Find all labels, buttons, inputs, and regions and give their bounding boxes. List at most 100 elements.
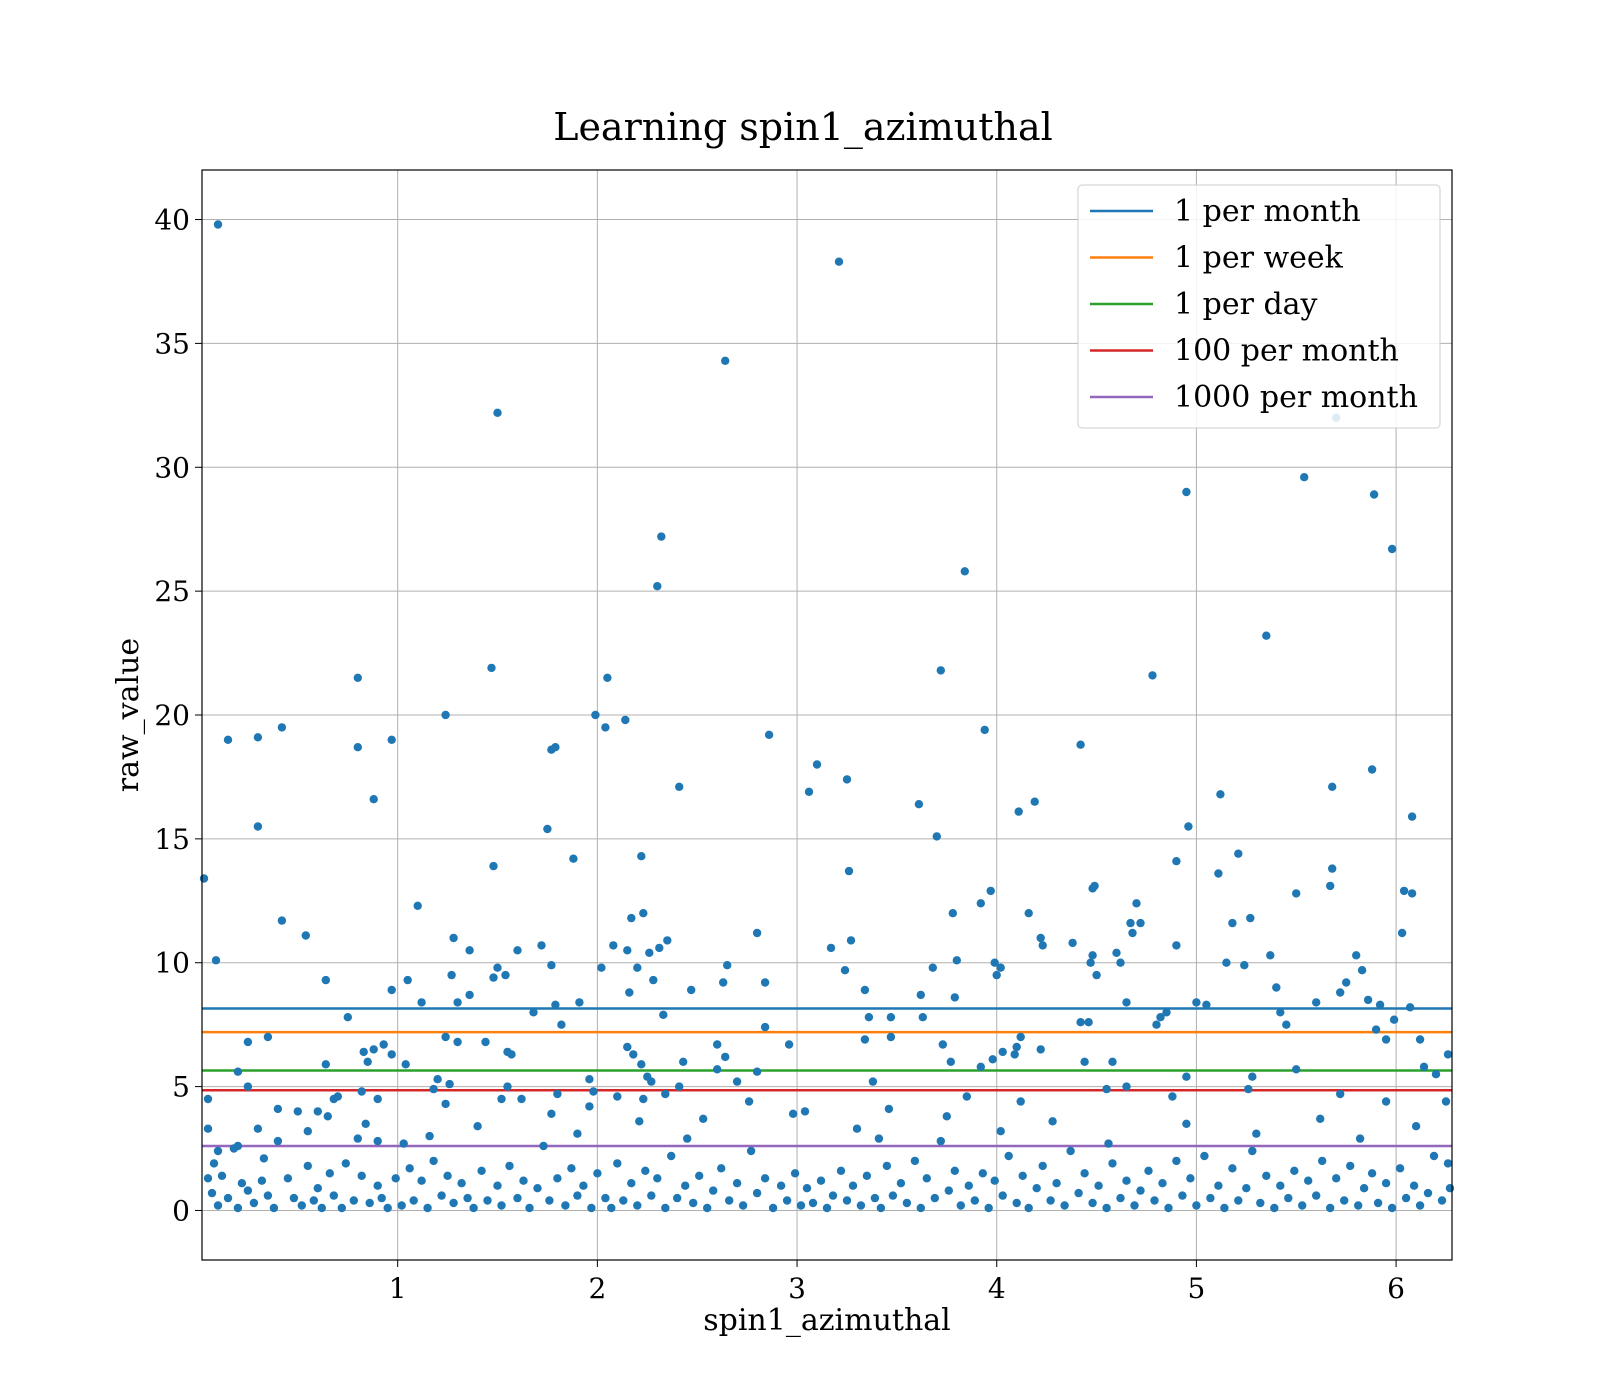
y-tick-label: 25	[154, 575, 190, 608]
data-point	[822, 1203, 832, 1213]
legend-box	[1077, 184, 1441, 429]
data-point	[409, 1196, 418, 1205]
data-point	[449, 933, 458, 943]
data-point	[1048, 1117, 1057, 1126]
data-point	[561, 1201, 570, 1210]
data-point	[357, 1171, 366, 1181]
data-point	[483, 1196, 492, 1205]
data-point	[1076, 1018, 1085, 1027]
data-point	[619, 1196, 628, 1205]
data-point	[503, 1082, 512, 1091]
data-point	[782, 1196, 792, 1205]
data-point	[796, 1201, 806, 1210]
data-point	[325, 1169, 334, 1178]
data-point	[1084, 1018, 1093, 1027]
data-point	[1352, 951, 1361, 960]
data-point	[1080, 1169, 1089, 1178]
data-point	[623, 1042, 632, 1052]
data-point	[397, 1201, 406, 1210]
data-point	[1332, 1174, 1341, 1183]
data-point	[361, 1119, 370, 1129]
data-point	[1284, 1193, 1293, 1203]
data-point	[1116, 958, 1125, 967]
data-point	[589, 1087, 598, 1096]
data-point	[1355, 1134, 1365, 1143]
data-point	[303, 1127, 312, 1136]
data-point	[1156, 1013, 1165, 1022]
data-point	[1136, 918, 1145, 928]
data-point	[1387, 1203, 1397, 1213]
legend-label: 1 per month	[1174, 194, 1361, 229]
data-point	[760, 1174, 770, 1183]
y-tick-label: 15	[154, 823, 190, 856]
data-point	[1200, 1151, 1209, 1161]
data-point	[1038, 1161, 1047, 1171]
data-point	[1088, 951, 1097, 960]
data-point	[1342, 978, 1351, 987]
data-point	[629, 1050, 638, 1059]
data-point	[768, 1203, 778, 1213]
data-point	[689, 1198, 698, 1208]
data-point	[539, 1141, 548, 1151]
data-point	[1244, 1084, 1253, 1094]
y-tick-label: 5	[172, 1071, 190, 1104]
data-point	[703, 1203, 712, 1213]
data-point	[553, 1174, 562, 1183]
data-point	[401, 1060, 410, 1069]
data-point	[1052, 1179, 1061, 1188]
y-tick-label: 35	[154, 327, 190, 360]
data-point	[317, 1203, 326, 1213]
data-point	[675, 1082, 684, 1091]
data-point	[493, 408, 502, 417]
y-tick-label: 40	[154, 204, 190, 237]
data-point	[343, 1013, 352, 1022]
data-point	[990, 1176, 999, 1185]
legend-label: 1 per day	[1174, 287, 1318, 322]
data-point	[914, 800, 924, 809]
data-point	[1186, 1174, 1195, 1183]
data-point	[441, 710, 450, 720]
data-point	[1182, 1072, 1191, 1081]
data-point	[816, 1176, 826, 1185]
data-point	[886, 1013, 896, 1022]
data-point	[1282, 1020, 1291, 1029]
data-point	[860, 1035, 870, 1044]
data-point	[1395, 1164, 1405, 1173]
data-point	[826, 943, 836, 953]
data-point	[487, 663, 496, 673]
data-point	[976, 899, 985, 908]
data-point	[655, 943, 664, 953]
data-point	[916, 990, 925, 1000]
data-point	[547, 961, 556, 970]
data-point	[1242, 1184, 1251, 1193]
data-point	[1381, 1097, 1391, 1106]
data-point	[513, 1193, 522, 1203]
data-point	[675, 782, 684, 791]
data-point	[369, 795, 378, 804]
data-point	[533, 1184, 542, 1193]
data-point	[429, 1084, 438, 1094]
x-axis-ticks: 1 2 3 4 5 6	[389, 1260, 1405, 1305]
data-point	[635, 1117, 644, 1126]
data-point	[557, 1020, 566, 1029]
data-point	[942, 1112, 951, 1121]
data-point	[1144, 1166, 1153, 1176]
data-point	[1228, 1164, 1237, 1173]
data-point	[417, 1176, 426, 1185]
data-point	[1369, 490, 1379, 499]
data-point	[1182, 487, 1191, 497]
data-point	[1326, 1203, 1335, 1213]
data-point	[1354, 1201, 1363, 1210]
y-axis-label: raw_value	[111, 638, 146, 792]
data-point	[1036, 933, 1045, 943]
data-point	[369, 1045, 378, 1054]
data-point	[263, 1191, 273, 1200]
data-point	[1102, 1084, 1111, 1094]
data-point	[1010, 1050, 1019, 1059]
data-point	[1363, 995, 1373, 1005]
data-point	[473, 1122, 482, 1131]
data-point	[383, 1203, 392, 1213]
data-point	[717, 1164, 726, 1173]
data-point	[273, 1104, 283, 1114]
data-point	[1090, 881, 1099, 891]
